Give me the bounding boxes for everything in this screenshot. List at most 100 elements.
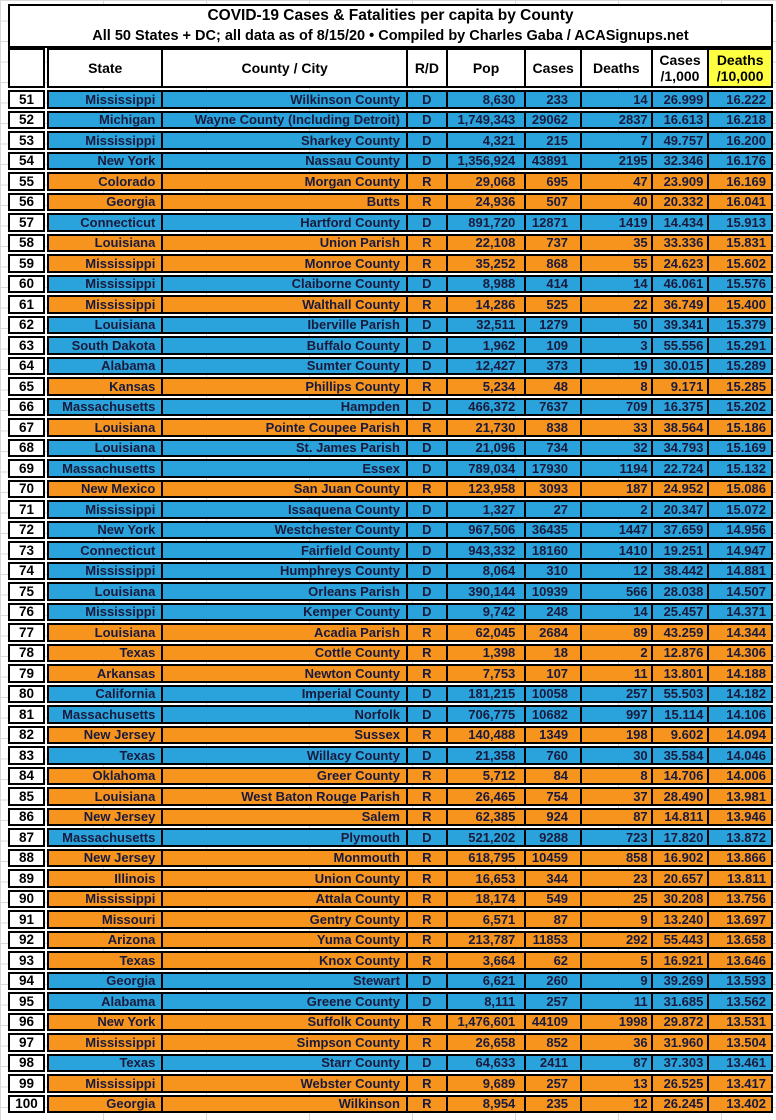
county-cell: Wayne County (Including Detroit) xyxy=(163,112,408,127)
pop-cell: 4,321 xyxy=(448,133,527,148)
rank-cell: 85 xyxy=(8,787,45,806)
deaths-per-10000-cell: 14.306 xyxy=(726,645,766,661)
state-cell: New York xyxy=(49,1014,164,1029)
party-cell: R xyxy=(408,481,448,496)
header-row: State County / City R/D Pop Cases Deaths… xyxy=(8,48,773,88)
cases-per-1000-cell: 39.269 xyxy=(653,973,710,988)
cases-per-1000-cell: 46.061 xyxy=(653,276,710,291)
state-cell: Mississippi xyxy=(49,891,164,906)
deaths-per-10000-cell: 13.697 xyxy=(726,912,766,927)
county-cell: Butts xyxy=(163,194,408,209)
pop-cell: 18,174 xyxy=(448,891,527,906)
pop-cell: 16,653 xyxy=(448,871,527,886)
pop-cell: 1,476,601 xyxy=(448,1014,527,1029)
cases-cell: 11853 xyxy=(526,932,583,947)
cases-per-1000-cell: 38.564 xyxy=(653,420,710,435)
row-cells: Mississippi Kemper County D 9,742 248 14… xyxy=(47,602,773,621)
cases-cell: 754 xyxy=(526,789,583,804)
cases-cell: 695 xyxy=(526,174,583,189)
party-cell: D xyxy=(408,276,448,291)
county-cell: Starr County xyxy=(163,1055,408,1070)
rank-cell: 66 xyxy=(8,397,45,416)
state-cell: Louisiana xyxy=(49,440,164,455)
table-row: 63 South Dakota Buffalo County D 1,962 1… xyxy=(8,336,773,355)
row-cells: Mississippi Issaquena County D 1,327 27 … xyxy=(47,500,773,519)
rank-cell: 82 xyxy=(8,725,45,744)
deaths-per-10000-cell: 14.094 xyxy=(726,727,766,743)
party-cell: D xyxy=(408,973,448,988)
table-row: 98 Texas Starr County D 64,633 2411 87 3… xyxy=(8,1053,773,1072)
table-row: 52 Michigan Wayne County (Including Detr… xyxy=(8,110,773,129)
cases-cell: 107 xyxy=(526,666,583,681)
cases-per-1000-cell: 39.341 xyxy=(653,317,710,332)
deaths-cell: 19 xyxy=(582,358,653,373)
party-cell: R xyxy=(408,235,448,250)
party-cell: D xyxy=(408,440,448,455)
rank-cell: 77 xyxy=(8,623,45,642)
state-cell: Mississippi xyxy=(49,1035,164,1050)
pop-cell: 140,488 xyxy=(448,727,527,742)
party-cell: D xyxy=(408,399,448,414)
table-row: 82 New Jersey Sussex R 140,488 1349 198 … xyxy=(8,725,773,744)
row-cells: Connecticut Hartford County D 891,720 12… xyxy=(47,213,773,232)
deaths-cell: 1419 xyxy=(582,215,653,230)
cases-cell: 3093 xyxy=(526,481,583,496)
party-cell: R xyxy=(408,768,448,783)
col-header-cases-per-1000: Cases /1,000 xyxy=(653,50,710,86)
deaths-per-10000-cell: 13.981 xyxy=(726,789,766,804)
row-cells: Arizona Yuma County R 213,787 11853 292 … xyxy=(47,930,773,949)
state-cell: Louisiana xyxy=(49,317,164,332)
table-row: 100 Georgia Wilkinson R 8,954 235 12 26.… xyxy=(8,1094,773,1113)
cases-per-1000-cell: 38.442 xyxy=(653,563,710,578)
pop-cell: 8,064 xyxy=(448,563,527,578)
state-cell: New Jersey xyxy=(49,727,164,742)
pop-cell: 26,658 xyxy=(448,1035,527,1050)
rank-cell: 70 xyxy=(8,479,45,498)
deaths-per-10000-cell: 16.200 xyxy=(726,133,766,148)
pop-cell: 26,465 xyxy=(448,789,527,804)
table-row: 86 New Jersey Salem R 62,385 924 87 14.8… xyxy=(8,807,773,826)
table-row: 64 Alabama Sumter County D 12,427 373 19… xyxy=(8,356,773,375)
table-row: 76 Mississippi Kemper County D 9,742 248… xyxy=(8,602,773,621)
rank-cell: 96 xyxy=(8,1012,45,1031)
party-cell: R xyxy=(408,194,448,209)
row-cells: New Mexico San Juan County R 123,958 309… xyxy=(47,479,773,498)
party-cell: D xyxy=(408,153,448,168)
row-cells: New York Westchester County D 967,506 36… xyxy=(47,520,773,539)
party-cell: D xyxy=(408,994,448,1009)
party-cell: D xyxy=(408,563,448,578)
pop-cell: 181,215 xyxy=(448,686,527,701)
pop-cell: 32,511 xyxy=(448,317,527,332)
row-cells: Louisiana Orleans Parish D 390,144 10939… xyxy=(47,582,773,601)
deaths-per-10000-cell: 14.507 xyxy=(726,584,766,599)
pop-cell: 12,427 xyxy=(448,358,527,373)
rank-cell: 74 xyxy=(8,561,45,580)
table-row: 95 Alabama Greene County D 8,111 257 11 … xyxy=(8,992,773,1011)
county-cell: Monmouth xyxy=(163,850,408,865)
row-cells: Arkansas Newton County R 7,753 107 11 13… xyxy=(47,664,773,683)
county-cell: Pointe Coupee Parish xyxy=(163,420,408,435)
state-cell: Arkansas xyxy=(49,666,164,681)
party-cell: R xyxy=(408,912,448,927)
cases-cell: 838 xyxy=(526,420,583,435)
cases-cell: 1279 xyxy=(526,317,583,332)
cases-per-1000-cell: 26.999 xyxy=(653,92,710,107)
state-cell: Michigan xyxy=(49,112,164,127)
rank-cell: 65 xyxy=(8,377,45,396)
table-row: 62 Louisiana Iberville Parish D 32,511 1… xyxy=(8,315,773,334)
state-cell: Mississippi xyxy=(49,297,164,312)
state-cell: Georgia xyxy=(49,973,164,988)
party-cell: R xyxy=(408,727,448,742)
party-cell: D xyxy=(408,317,448,332)
cases-per-1000-cell: 14.811 xyxy=(653,809,710,824)
row-cells: Alabama Greene County D 8,111 257 11 31.… xyxy=(47,992,773,1011)
deaths-per-10000-cell: 13.504 xyxy=(726,1035,766,1050)
rank-cell: 92 xyxy=(8,930,45,949)
rank-cell: 54 xyxy=(8,151,45,170)
cases-per-1000-cell: 26.525 xyxy=(653,1076,710,1091)
county-cell: Hartford County xyxy=(163,215,408,230)
pop-cell: 6,621 xyxy=(448,973,527,988)
state-cell: Louisiana xyxy=(49,584,164,599)
pop-cell: 390,144 xyxy=(448,584,527,599)
spreadsheet-table: COVID-19 Cases & Fatalities per capita b… xyxy=(8,4,773,1115)
